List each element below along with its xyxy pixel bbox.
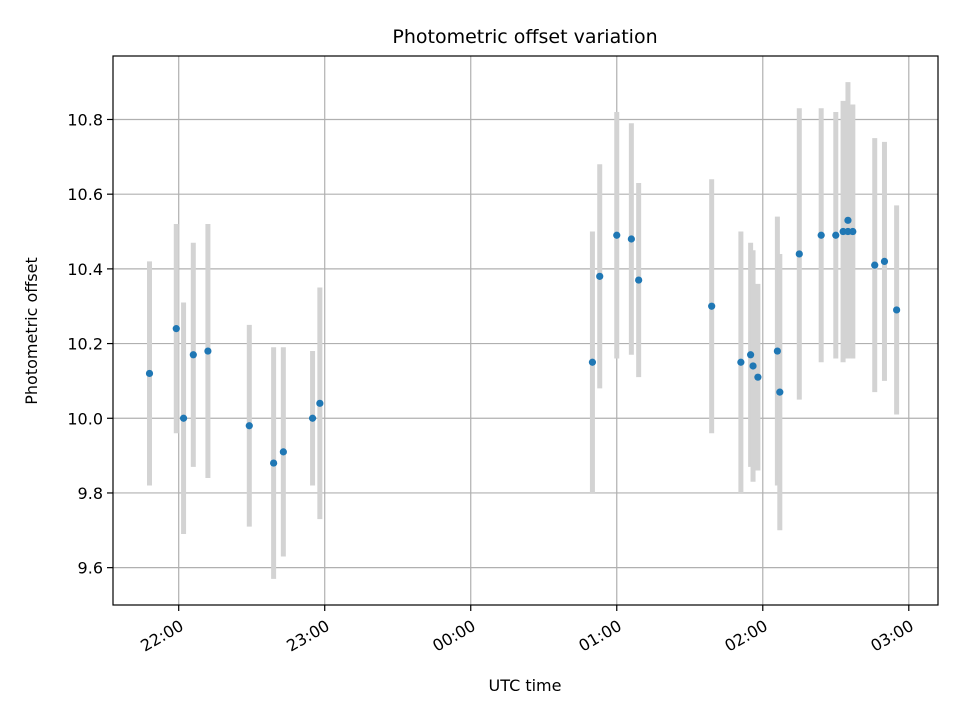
data-point	[737, 358, 745, 366]
y-tick-label: 10.6	[67, 185, 103, 204]
y-tick-label: 10.2	[67, 335, 103, 354]
x-axis-label: UTC time	[489, 676, 562, 695]
data-point	[849, 227, 857, 236]
data-point	[245, 422, 253, 430]
data-point	[832, 231, 840, 239]
y-tick-label: 10.8	[67, 110, 103, 129]
data-point	[844, 216, 852, 224]
data-point	[179, 414, 188, 422]
data-point	[749, 362, 757, 370]
data-point	[279, 448, 287, 456]
data-point	[596, 272, 604, 280]
x-tick-label: 23:00	[283, 616, 332, 656]
data-point	[172, 325, 180, 333]
data-point	[189, 351, 197, 359]
chart-title: Photometric offset variation	[392, 26, 657, 48]
plot-frame	[112, 55, 939, 606]
data-point	[270, 459, 278, 467]
data-point	[316, 399, 324, 407]
x-tick-label: 00:00	[429, 616, 478, 656]
data-point	[773, 347, 781, 355]
data-points	[145, 216, 901, 467]
x-tick-label: 02:00	[721, 616, 770, 656]
y-axis-label: Photometric offset	[22, 257, 41, 405]
data-point	[880, 257, 889, 266]
y-axis-ticks: 9.6 9.8 10.0 10.2 10.4 10.6 10.8	[67, 110, 113, 578]
grid-lines	[113, 56, 938, 605]
data-point	[588, 358, 597, 366]
y-tick-label: 9.6	[78, 559, 103, 578]
data-point	[145, 369, 154, 378]
data-point	[308, 414, 317, 422]
data-point	[627, 235, 635, 243]
error-bars	[147, 82, 900, 579]
y-tick-label: 10.4	[67, 260, 103, 279]
x-tick-label: 22:00	[137, 616, 186, 656]
data-point	[893, 306, 901, 314]
data-point	[613, 231, 621, 239]
x-axis-ticks: 22:00 23:00 00:00 01:00 02:00 03:00	[137, 605, 917, 656]
data-point	[754, 373, 762, 381]
x-tick-label: 03:00	[867, 616, 916, 656]
data-point	[708, 302, 716, 310]
data-point	[204, 347, 212, 355]
data-point	[635, 276, 643, 284]
data-point	[817, 231, 825, 239]
y-tick-label: 9.8	[78, 484, 103, 503]
data-point	[776, 388, 784, 396]
data-point	[747, 351, 755, 359]
x-tick-label: 01:00	[575, 616, 624, 656]
data-point	[795, 250, 803, 258]
data-point	[871, 261, 879, 269]
y-tick-label: 10.0	[67, 409, 103, 428]
